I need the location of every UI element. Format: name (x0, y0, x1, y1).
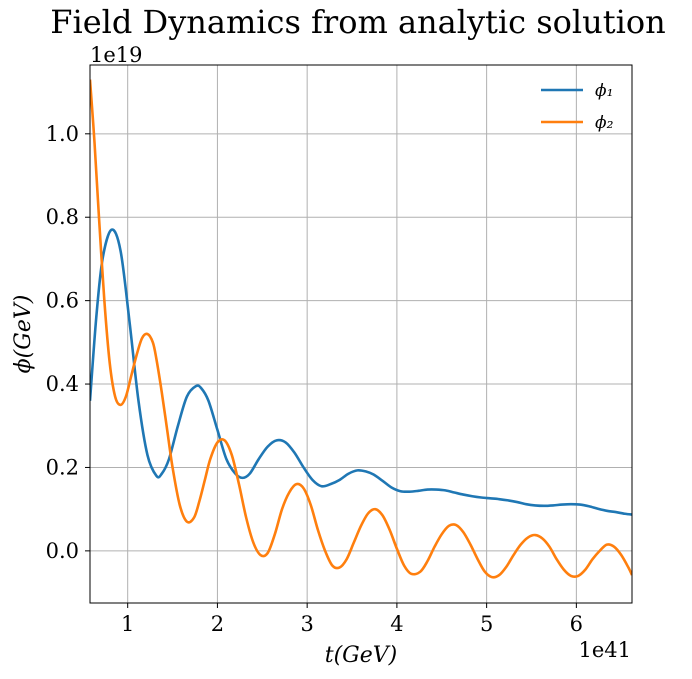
x-tick-label: 6 (570, 612, 583, 636)
series-line-2 (90, 79, 632, 579)
y-axis-label: ϕ(GeV) (11, 295, 36, 374)
x-tick-label: 1 (121, 612, 134, 636)
y-tick-label: 0.2 (46, 455, 79, 479)
plot-lines (90, 79, 632, 579)
x-tick-label: 3 (300, 612, 313, 636)
y-tick-label: 1.0 (46, 122, 79, 146)
x-axis-ticks: 1 2 3 4 5 6 (121, 603, 583, 636)
x-axis-label: t(GeV) (325, 643, 398, 668)
y-axis-ticks: 0.0 0.2 0.4 0.6 0.8 1.0 (46, 122, 90, 563)
legend-label-1: ϕ₁ (595, 81, 613, 101)
grid (90, 65, 632, 603)
y-tick-label: 0.6 (46, 289, 79, 313)
plot-frame (89, 64, 633, 604)
series-line-1 (90, 228, 632, 516)
y-offset-label: 1e19 (90, 43, 143, 67)
legend: ϕ₁ ϕ₂ (541, 81, 614, 133)
x-tick-label: 4 (390, 612, 403, 636)
y-tick-label: 0.8 (46, 205, 79, 229)
x-offset-label: 1e41 (578, 638, 631, 662)
y-tick-label: 0.4 (46, 372, 79, 396)
y-tick-label: 0.0 (46, 539, 79, 563)
x-tick-label: 2 (211, 612, 224, 636)
legend-label-2: ϕ₂ (595, 113, 614, 133)
chart-title: Field Dynamics from analytic solution (50, 3, 665, 41)
x-tick-label: 5 (480, 612, 493, 636)
